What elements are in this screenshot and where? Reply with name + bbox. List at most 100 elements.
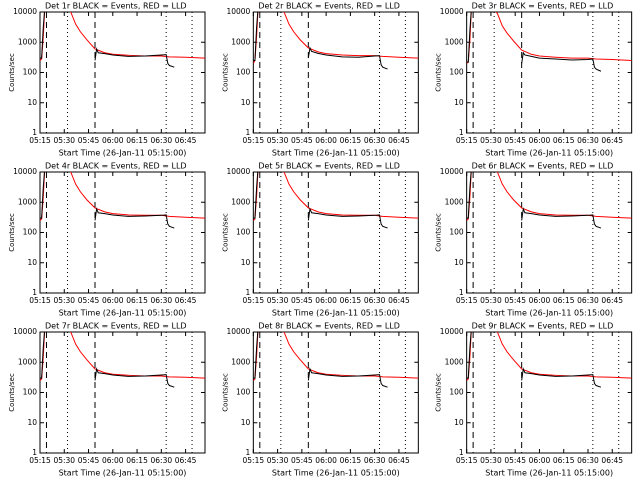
series-line <box>94 47 175 68</box>
y-tick-label: 1000 <box>445 197 464 206</box>
series-line <box>94 207 175 229</box>
x-tick-label: 06:15 <box>340 456 362 465</box>
x-tick-label: 06:15 <box>340 136 362 145</box>
plot-frame <box>466 11 633 134</box>
series-line <box>94 367 175 388</box>
series-line <box>307 207 388 229</box>
y-tick-label: 1 <box>246 448 251 457</box>
x-tick-label: 06:15 <box>553 296 575 305</box>
y-tick-label: 10000 <box>440 167 464 176</box>
x-tick-label: 06:30 <box>577 296 599 305</box>
y-tick-label: 10000 <box>226 327 250 336</box>
panel: Det 3r BLACK = Events, RED = LLD Counts/s… <box>435 2 633 158</box>
series-line <box>40 332 45 379</box>
x-tick-label: 05:15 <box>243 456 265 465</box>
panel: Det 8r BLACK = Events, RED = LLD Counts/s… <box>221 322 419 478</box>
chart-title: Det 8r BLACK = Events, RED = LLD <box>258 322 400 331</box>
chart-title: Det 5r BLACK = Events, RED = LLD <box>258 162 400 171</box>
y-axis-label: Counts/sec <box>435 213 443 252</box>
x-tick-label: 05:30 <box>480 296 502 305</box>
y-tick-label: 1000 <box>18 197 37 206</box>
series-line <box>466 172 472 219</box>
x-axis-label: Start Time (26-Jan-11 05:15:00) <box>59 469 187 478</box>
series-line <box>253 332 419 381</box>
plot-frame <box>252 11 419 134</box>
y-axis-label: Counts/sec <box>8 53 16 92</box>
x-tick-label: 05:45 <box>291 136 313 145</box>
x-tick-label: 06:15 <box>340 296 362 305</box>
y-tick-label: 10000 <box>440 327 464 336</box>
series-line <box>307 367 388 388</box>
chart-title: Det 9r BLACK = Events, RED = LLD <box>472 322 614 331</box>
x-tick-label: 06:45 <box>175 296 197 305</box>
x-tick-label: 05:30 <box>480 456 502 465</box>
x-tick-label: 05:15 <box>243 136 265 145</box>
x-tick-label: 05:45 <box>291 296 313 305</box>
series-line <box>466 332 472 379</box>
y-tick-label: 100 <box>23 388 38 397</box>
x-tick-label: 06:30 <box>577 136 599 145</box>
panel: Det 6r BLACK = Events, RED = LLD Counts/s… <box>435 162 633 318</box>
x-tick-label: 05:45 <box>504 456 526 465</box>
plot-frame <box>39 331 206 454</box>
y-tick-label: 1000 <box>231 357 250 366</box>
x-tick-label: 05:30 <box>53 296 75 305</box>
x-axis-label: Start Time (26-Jan-11 05:15:00) <box>485 149 613 158</box>
x-tick-label: 06:45 <box>601 136 623 145</box>
y-tick-label: 10000 <box>226 7 250 16</box>
plot-frame <box>39 11 206 134</box>
series-line <box>253 332 259 379</box>
x-tick-label: 05:45 <box>78 296 100 305</box>
y-tick-label: 1000 <box>18 37 37 46</box>
series-line <box>521 207 602 229</box>
x-tick-label: 05:30 <box>267 456 289 465</box>
x-tick-label: 06:00 <box>315 456 337 465</box>
x-tick-label: 06:15 <box>553 456 575 465</box>
x-tick-label: 05:30 <box>53 136 75 145</box>
y-tick-label: 10000 <box>13 327 37 336</box>
y-tick-label: 1000 <box>231 197 250 206</box>
x-axis-label: Start Time (26-Jan-11 05:15:00) <box>485 309 613 318</box>
y-tick-label: 1 <box>246 288 251 297</box>
x-tick-label: 06:45 <box>388 456 410 465</box>
x-tick-label: 06:45 <box>175 136 197 145</box>
x-axis-label: Start Time (26-Jan-11 05:15:00) <box>272 149 400 158</box>
y-tick-label: 1000 <box>445 357 464 366</box>
y-tick-label: 100 <box>236 388 251 397</box>
y-tick-label: 10 <box>27 258 37 267</box>
y-tick-label: 1000 <box>445 37 464 46</box>
panel: Det 9r BLACK = Events, RED = LLD Counts/s… <box>435 322 633 478</box>
x-tick-label: 06:45 <box>388 296 410 305</box>
y-tick-label: 1000 <box>18 357 37 366</box>
y-tick-label: 1 <box>32 448 37 457</box>
y-tick-label: 100 <box>23 68 38 77</box>
x-tick-label: 06:45 <box>388 136 410 145</box>
x-tick-label: 06:30 <box>151 296 173 305</box>
x-tick-label: 05:45 <box>504 136 526 145</box>
panel: Det 5r BLACK = Events, RED = LLD Counts/s… <box>221 162 419 318</box>
x-tick-label: 05:30 <box>267 136 289 145</box>
y-tick-label: 10 <box>454 98 464 107</box>
x-tick-label: 05:15 <box>456 456 478 465</box>
y-axis-label: Counts/sec <box>221 373 229 412</box>
y-tick-label: 100 <box>449 68 464 77</box>
y-tick-label: 1 <box>459 448 464 457</box>
chart-title: Det 1r BLACK = Events, RED = LLD <box>45 2 187 11</box>
x-tick-label: 06:30 <box>577 456 599 465</box>
x-axis-label: Start Time (26-Jan-11 05:15:00) <box>59 309 187 318</box>
y-tick-label: 1000 <box>231 37 250 46</box>
y-tick-label: 100 <box>236 68 251 77</box>
y-tick-label: 10000 <box>13 7 37 16</box>
chart-title: Det 4r BLACK = Events, RED = LLD <box>45 162 187 171</box>
series-line <box>40 12 45 59</box>
x-tick-label: 06:00 <box>102 456 124 465</box>
x-tick-label: 05:15 <box>29 296 51 305</box>
x-tick-label: 06:15 <box>126 456 148 465</box>
x-tick-label: 06:00 <box>315 296 337 305</box>
x-tick-label: 05:30 <box>480 136 502 145</box>
plot-frame <box>252 331 419 454</box>
y-axis-label: Counts/sec <box>435 373 443 412</box>
x-tick-label: 05:45 <box>78 456 100 465</box>
chart-title: Det 3r BLACK = Events, RED = LLD <box>472 2 614 11</box>
